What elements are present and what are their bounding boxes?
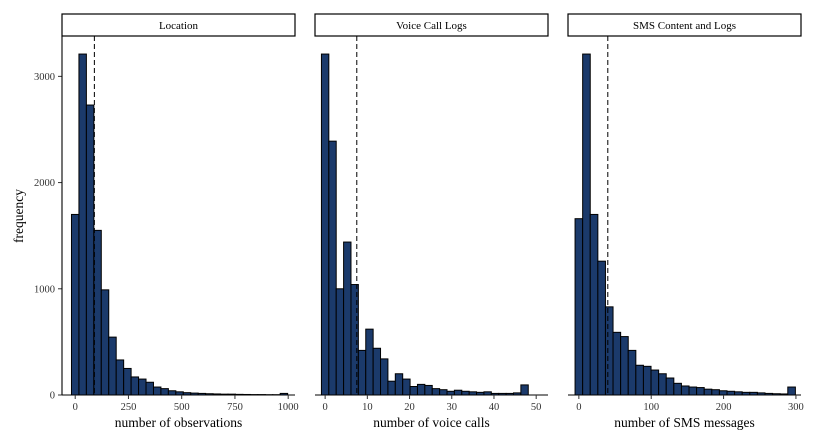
x-tick-label: 100 <box>643 402 659 413</box>
histogram-bar <box>424 384 433 396</box>
histogram-bar <box>665 377 675 396</box>
histogram-bar <box>100 289 110 396</box>
histogram-bar <box>138 378 147 396</box>
histogram-bar <box>70 213 80 396</box>
histogram-bar <box>673 382 682 396</box>
x-tick-label: 20 <box>404 402 415 413</box>
histogram-bar <box>582 53 591 396</box>
histogram-bar <box>402 378 411 396</box>
histogram-bar <box>387 380 396 396</box>
facet-strip-label: SMS Content and Logs <box>633 20 736 32</box>
histogram-bar <box>589 213 599 396</box>
histogram-bar <box>320 53 330 396</box>
histogram-bar <box>718 390 728 396</box>
x-tick-label: 750 <box>227 402 243 413</box>
x-tick-label: 50 <box>531 402 542 413</box>
histogram-bar <box>787 386 796 396</box>
histogram-bar <box>658 373 667 396</box>
histogram-bar <box>130 376 140 396</box>
x-axis-title: number of observations <box>115 415 242 430</box>
histogram-bar <box>160 388 169 396</box>
histogram-bar <box>461 390 470 396</box>
x-axis-title: number of voice calls <box>373 415 490 430</box>
histogram-bar <box>612 331 622 396</box>
histogram-bar <box>108 336 117 396</box>
x-tick-label: 200 <box>716 402 732 413</box>
histogram-bar <box>93 229 102 396</box>
histogram-bar <box>372 347 382 396</box>
histogram-bar <box>167 390 177 396</box>
histogram-bar <box>85 104 95 396</box>
histogram-bar <box>711 389 720 396</box>
facet-strip-label: Voice Call Logs <box>396 20 467 32</box>
x-tick-label: 0 <box>73 402 78 413</box>
histogram-bar <box>520 384 529 396</box>
histogram-bar <box>635 364 644 396</box>
histogram-bar <box>680 385 690 396</box>
facet-strip-label: Location <box>159 20 199 32</box>
histogram-bar <box>726 390 736 396</box>
histogram-bar <box>597 260 606 396</box>
x-tick-label: 0 <box>323 402 328 413</box>
histogram-bar <box>439 389 448 396</box>
facet-strip <box>567 13 802 37</box>
x-tick-label: 1000 <box>278 402 299 413</box>
histogram-bar <box>703 388 713 396</box>
histogram-bar <box>78 53 87 396</box>
x-tick-label: 0 <box>576 402 581 413</box>
y-tick-label: 0 <box>50 391 55 402</box>
histogram-bar <box>650 369 660 396</box>
histogram-bar <box>380 358 389 396</box>
histogram-bar <box>453 389 463 396</box>
histogram-bar <box>145 381 154 396</box>
histogram-bar <box>152 386 162 396</box>
histogram-bar <box>604 306 614 396</box>
x-tick-label: 10 <box>362 402 373 413</box>
x-tick-label: 300 <box>788 402 804 413</box>
x-tick-label: 500 <box>174 402 190 413</box>
facet-strip <box>61 13 296 37</box>
histogram-bar <box>335 288 345 396</box>
histogram-bar <box>357 349 367 396</box>
histogram-bar <box>431 388 441 396</box>
histogram-bar <box>416 383 426 396</box>
histogram-bar <box>574 218 584 396</box>
histogram-bar <box>365 328 374 396</box>
histogram-bar <box>409 386 418 396</box>
histogram-bar <box>688 386 698 396</box>
histogram-bar <box>696 387 705 396</box>
y-tick-label: 3000 <box>34 72 55 83</box>
y-tick-label: 2000 <box>34 178 55 189</box>
histogram-bar <box>328 140 337 396</box>
histogram-bar <box>627 349 637 396</box>
histogram-bar <box>115 359 125 396</box>
histogram-bar <box>446 390 455 396</box>
x-tick-label: 30 <box>447 402 458 413</box>
x-tick-label: 250 <box>121 402 137 413</box>
histogram-bar <box>394 373 404 396</box>
x-axis-title: number of SMS messages <box>614 415 755 430</box>
y-axis-title: frequency <box>11 189 26 243</box>
histogram-bar <box>343 241 352 396</box>
x-tick-label: 40 <box>489 402 500 413</box>
facet-strip <box>314 13 549 37</box>
histogram-bar <box>642 365 652 396</box>
histogram-bar <box>620 336 629 396</box>
histogram-bar <box>123 367 132 396</box>
y-tick-label: 1000 <box>34 284 55 295</box>
